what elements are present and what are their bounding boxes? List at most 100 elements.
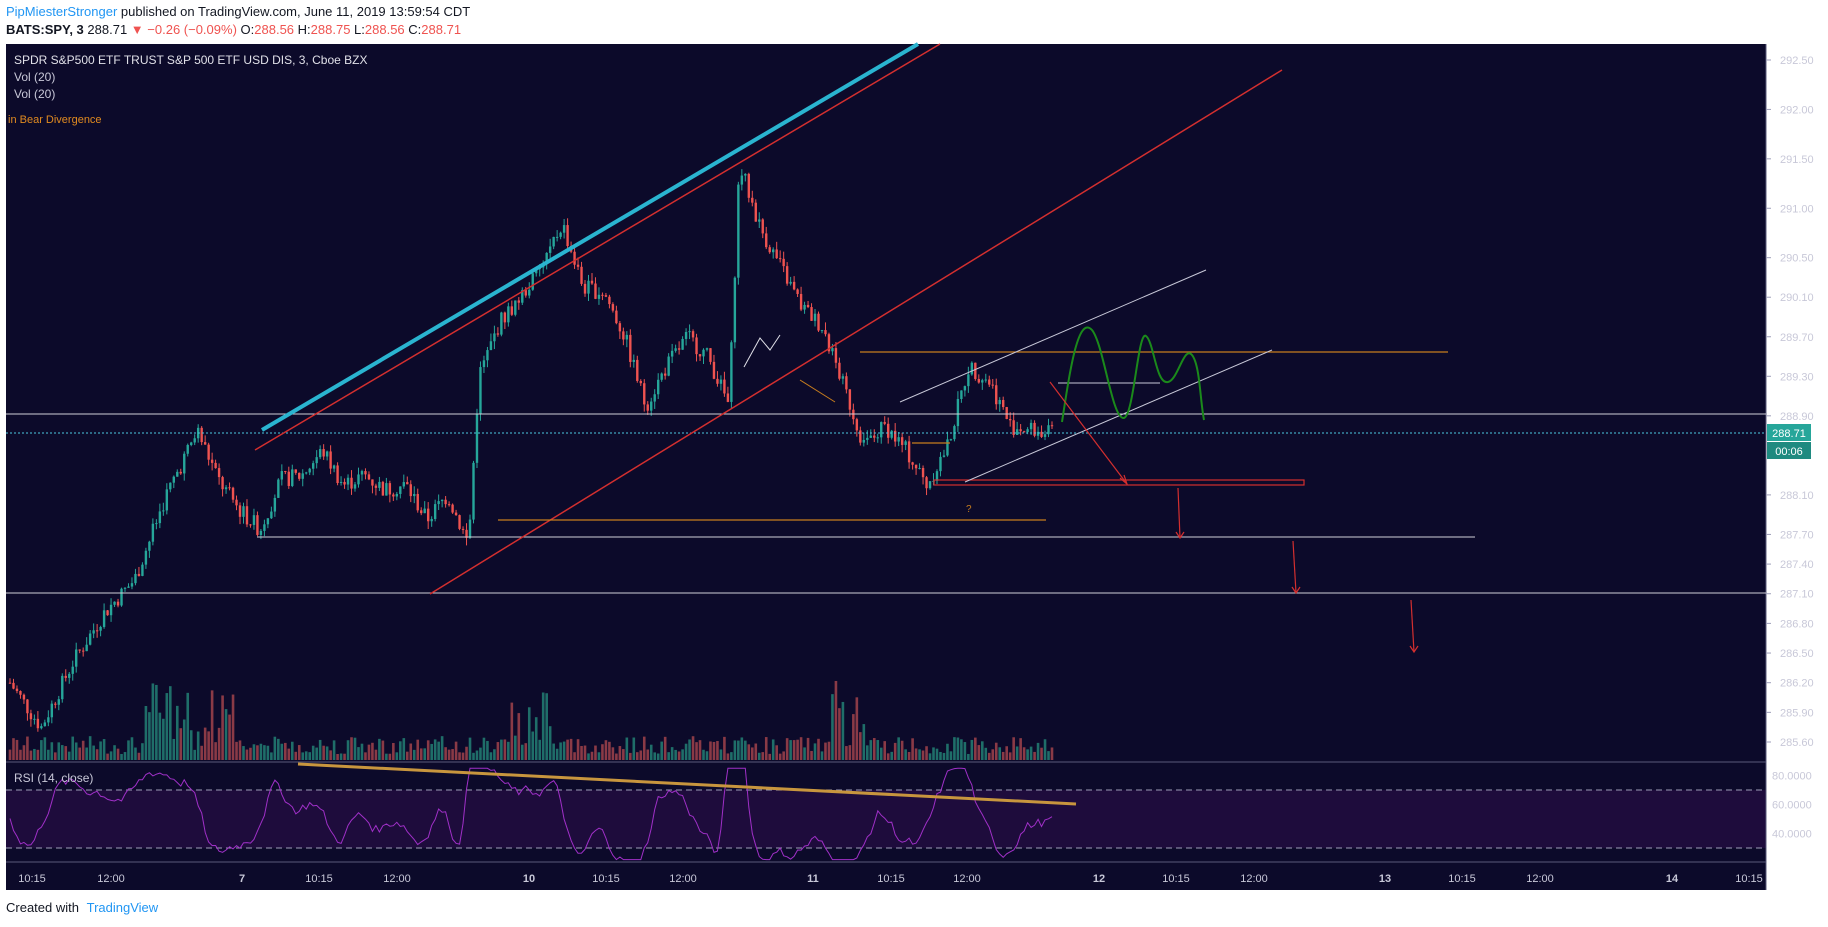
candle-body xyxy=(343,481,346,485)
candle-body xyxy=(416,493,419,511)
volume-bar xyxy=(371,742,374,760)
volume-bar xyxy=(695,742,698,760)
red-arrow-4-head xyxy=(1409,645,1419,654)
volume-bar xyxy=(92,745,95,760)
candle-body xyxy=(639,380,642,384)
candle-body xyxy=(629,334,632,362)
volume-bar xyxy=(817,738,820,760)
volume-bar xyxy=(517,713,521,760)
candle-body xyxy=(737,184,740,278)
volume-bar xyxy=(203,727,207,760)
volume-bar xyxy=(942,752,946,760)
time-tick-label: 12 xyxy=(1093,873,1105,885)
candle-body xyxy=(12,682,15,689)
volume-bar xyxy=(113,745,116,760)
candle-body xyxy=(580,266,583,284)
candle-body xyxy=(381,481,385,496)
candle-body xyxy=(702,349,705,357)
candle-body xyxy=(657,379,660,395)
volume-bar xyxy=(336,753,339,760)
volume-bar xyxy=(953,737,956,760)
volume-bar xyxy=(325,746,329,760)
candle-body xyxy=(95,630,99,632)
volume-bar xyxy=(573,752,576,760)
price-tick-label: 289.30 xyxy=(1780,371,1814,383)
volume-bar xyxy=(482,737,486,760)
question-annotation: ? xyxy=(966,504,972,515)
candle-body xyxy=(357,474,360,485)
volume-bar xyxy=(385,753,388,760)
candle-body xyxy=(270,511,273,519)
channel-lower xyxy=(964,349,1273,483)
volume-bar xyxy=(381,740,385,760)
volume-bar xyxy=(932,747,935,760)
candle-body xyxy=(61,675,64,700)
volume-bar xyxy=(95,749,99,760)
volume-bar xyxy=(949,751,953,760)
volume-bar xyxy=(890,751,893,760)
candle-body xyxy=(228,487,231,489)
volume-bar xyxy=(249,747,252,760)
candle-body xyxy=(705,348,709,350)
volume-bar xyxy=(169,686,172,760)
candle-body xyxy=(315,457,318,464)
tradingview-logo[interactable]: TradingView xyxy=(86,900,159,915)
orange-arrow xyxy=(799,379,836,403)
volume-bar xyxy=(500,739,503,760)
volume-bar xyxy=(897,737,900,760)
volume-bar xyxy=(67,751,71,760)
candle-body xyxy=(991,384,994,386)
candle-body xyxy=(545,252,548,264)
last-price-badge xyxy=(1767,424,1811,441)
candle-body xyxy=(719,379,723,384)
volume-bar xyxy=(918,749,921,760)
countdown-badge xyxy=(1767,442,1811,459)
chart-header: PipMiesterStronger published on TradingV… xyxy=(6,4,1806,42)
time-tick-label: 10:15 xyxy=(305,873,333,885)
volume-bar xyxy=(702,749,705,760)
candle-body xyxy=(625,334,629,340)
volume-bar xyxy=(339,753,343,760)
author-link[interactable]: PipMiesterStronger xyxy=(6,4,118,19)
volume-bar xyxy=(757,752,761,760)
volume-bar xyxy=(848,745,852,760)
candle-body xyxy=(576,264,580,267)
volume-bar xyxy=(315,747,318,760)
volume-bar xyxy=(266,745,270,760)
volume-bar xyxy=(151,683,155,760)
red-arrow-1 xyxy=(1049,381,1128,485)
volume-bar xyxy=(15,739,19,760)
price-axis[interactable]: 292.50 292.00 291.50 291.00 290.50 290.10 289.… xyxy=(1766,55,1814,749)
candle-body xyxy=(939,456,942,472)
candle-body xyxy=(531,273,534,290)
candle-body xyxy=(663,373,667,376)
candle-body xyxy=(799,293,803,310)
candle-body xyxy=(50,703,54,718)
candle-body xyxy=(496,333,500,335)
volume-bar xyxy=(322,745,325,760)
volume-bar xyxy=(210,690,214,760)
candle-body xyxy=(287,471,290,486)
volume-bar xyxy=(845,746,848,760)
volume-bar xyxy=(611,747,615,760)
candle-body xyxy=(956,399,960,427)
candle-body xyxy=(824,330,827,335)
volume-bar xyxy=(754,743,758,760)
price-tick-label: 288.10 xyxy=(1780,490,1814,502)
volume-bar xyxy=(189,730,193,760)
volume-bar xyxy=(33,748,36,760)
price-tick-label: 286.20 xyxy=(1780,678,1814,690)
volume-bar xyxy=(674,749,677,760)
candle-body xyxy=(587,280,590,294)
candle-body xyxy=(636,359,639,381)
volume-bar xyxy=(1019,738,1022,760)
volume-bar xyxy=(88,736,92,760)
volume-bar xyxy=(587,753,590,760)
volume-bar xyxy=(503,739,507,760)
volume-bar xyxy=(200,745,203,760)
volume-bar xyxy=(709,741,712,760)
time-axis[interactable]: 10:15 12:00 7 10:15 12:00 10 10:15 12:00 11 10:15… xyxy=(18,873,1763,885)
rsi-tick-label: 40.0000 xyxy=(1772,829,1812,841)
volume-bar xyxy=(193,749,197,760)
